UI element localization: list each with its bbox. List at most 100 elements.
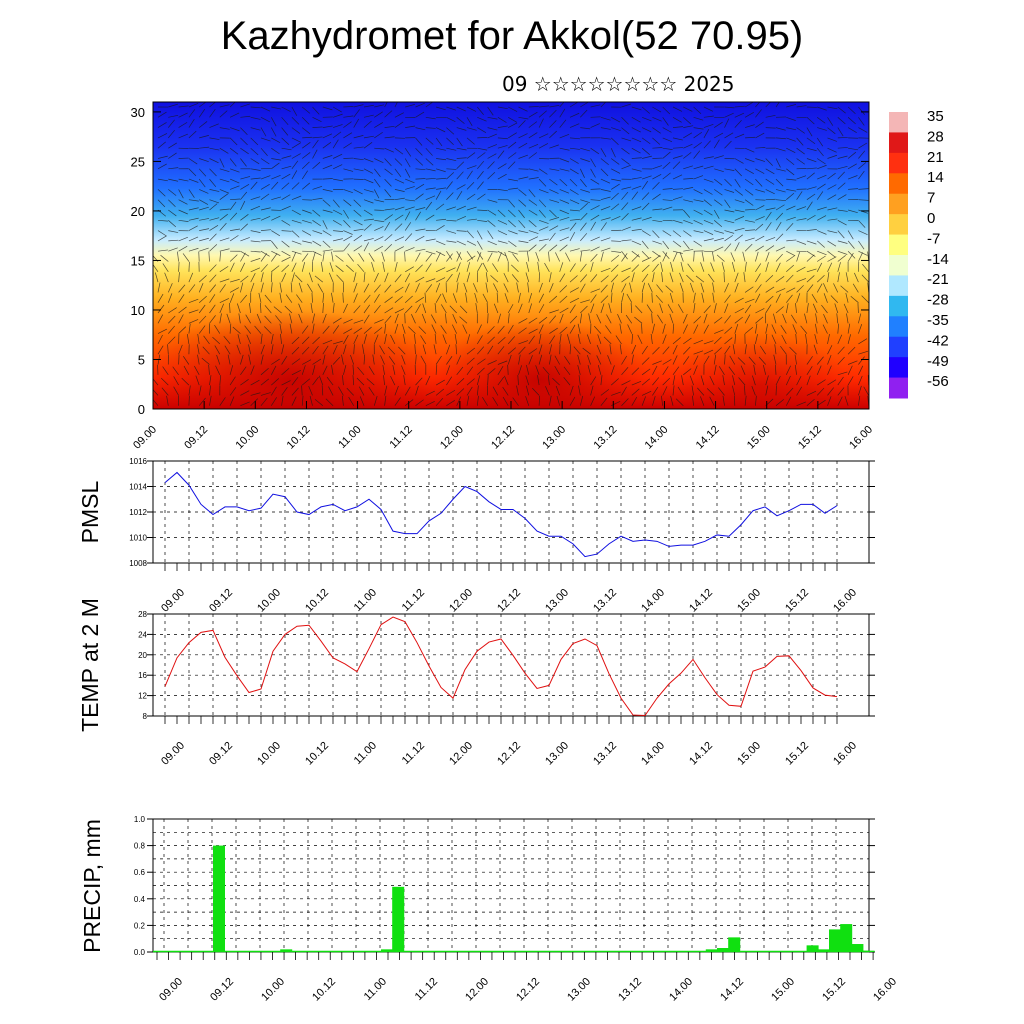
wind-barb [353, 319, 364, 324]
wind-barb [250, 240, 261, 243]
colorbar-label: 0 [927, 210, 935, 227]
wind-barb [600, 222, 607, 231]
wind-barb [605, 325, 612, 334]
wind-barb [587, 365, 591, 375]
wind-barb [497, 346, 505, 355]
wind-barb [332, 131, 342, 139]
wind-barb [281, 127, 289, 136]
wind-barb [641, 240, 649, 249]
wind-barb [157, 282, 161, 293]
wind-barb [744, 286, 754, 293]
wind-barb [322, 249, 333, 252]
wind-barb [168, 142, 177, 149]
wind-barb [487, 326, 495, 334]
wind-barb [307, 283, 313, 293]
wind-barb [868, 147, 869, 149]
wind-barb [227, 354, 231, 365]
wind-barb [405, 104, 415, 108]
wind-barb [415, 252, 421, 262]
wind-barb [197, 344, 200, 355]
wind-barb [168, 239, 179, 242]
wind-barb [209, 284, 217, 293]
wind-barb [312, 251, 316, 262]
wind-barb [260, 193, 270, 200]
wind-barb [229, 262, 235, 272]
wind-barb [677, 386, 684, 396]
wind-barb [662, 230, 672, 237]
wind-barb [600, 295, 609, 303]
wind-barb [199, 237, 209, 242]
wind-barb [264, 326, 272, 334]
wind-barb [518, 189, 527, 196]
wind-barb [657, 314, 663, 324]
wind-barb [744, 199, 754, 206]
wind-barb [713, 354, 717, 365]
wind-barb [775, 306, 784, 314]
wind-barb [209, 274, 217, 283]
y-tick-label: 1.0 [134, 815, 146, 824]
wind-barb [600, 116, 611, 121]
wind-barb [775, 158, 781, 168]
wind-barb [578, 385, 581, 396]
wind-barb [322, 220, 328, 230]
wind-barb [518, 133, 528, 139]
y-tick-label: 1008 [129, 559, 147, 568]
wind-barb [868, 322, 869, 324]
wind-barb [487, 375, 489, 386]
x-tick-label: 15.00 [735, 587, 763, 615]
wind-barb [610, 365, 615, 375]
wind-barb [446, 253, 453, 262]
y-tick-label: 0.0 [134, 948, 146, 957]
wind-barb [229, 112, 240, 118]
wind-barb [343, 121, 352, 128]
wind-barb [713, 189, 723, 196]
wind-barb [538, 304, 545, 314]
wind-barb [291, 160, 299, 170]
wind-barb [563, 366, 571, 376]
wind-barb [312, 209, 321, 217]
wind-barb [250, 158, 260, 165]
wind-barb [240, 127, 248, 135]
wind-barb [394, 286, 404, 293]
wind-barb [476, 395, 479, 406]
wind-barb [394, 236, 405, 242]
wind-barb [373, 396, 378, 406]
wind-barbs [153, 102, 869, 407]
wind-barb [289, 313, 293, 324]
wind-barb [569, 199, 580, 205]
wind-barb [153, 399, 159, 406]
x-tick-label: 15.12 [820, 976, 848, 1004]
wind-barb [291, 182, 300, 190]
wind-barb [415, 102, 425, 108]
wind-barb [538, 316, 548, 324]
wind-barb [157, 345, 164, 355]
wind-barb [271, 147, 280, 155]
wind-barb [454, 333, 458, 344]
wind-barb [209, 315, 216, 324]
wind-barb [538, 272, 540, 283]
wind-barb [314, 275, 324, 283]
wind-barb [322, 292, 325, 303]
wind-barb [745, 229, 756, 231]
wind-barb [496, 292, 499, 303]
wind-barb [322, 251, 325, 262]
wind-barb [771, 334, 777, 345]
wind-barb [188, 217, 199, 221]
wind-barb [609, 344, 612, 355]
wind-barb [329, 262, 334, 272]
wind-barb [751, 385, 756, 396]
wind-barb [322, 125, 333, 128]
wind-barb [796, 250, 807, 253]
wind-barb [631, 396, 638, 406]
wind-barb [230, 198, 241, 201]
wind-barb [403, 334, 406, 344]
wind-barb [621, 186, 632, 190]
wind-barb [271, 253, 278, 262]
wind-barb [786, 287, 796, 293]
wind-barb [722, 375, 725, 386]
wind-barb [528, 199, 538, 206]
wind-barb [343, 132, 353, 139]
wind-barb [492, 397, 499, 406]
wind-barb [178, 294, 185, 303]
wind-barb [482, 396, 488, 406]
